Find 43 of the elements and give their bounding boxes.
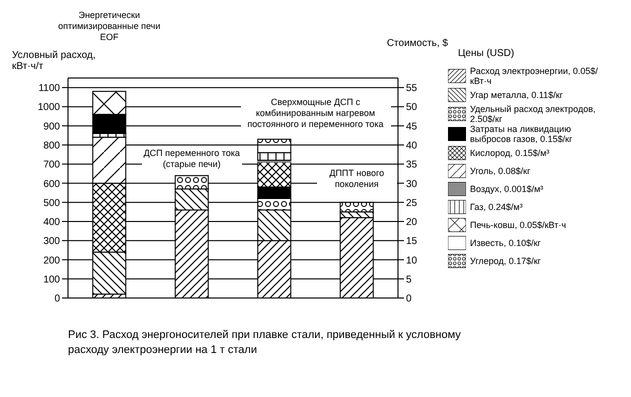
y-tick-label: 600 <box>43 178 60 190</box>
y-tick-label: 900 <box>43 121 60 132</box>
y-tick-label: 700 <box>43 160 60 171</box>
y2-tick-label: 30 <box>406 178 418 190</box>
legend-label: Кислород, 0.15$/м³ <box>470 148 550 158</box>
y-tick-label: 800 <box>43 140 60 152</box>
y2-tick-label: 45 <box>406 121 418 132</box>
y2-tick-label: 25 <box>406 198 418 209</box>
y-tick-label: 400 <box>43 217 60 228</box>
legend-label: Уголь, 0.08$/кг <box>470 166 532 176</box>
legend-label: Удельный расход электродов, 2.50$/кг <box>470 104 597 124</box>
legend-label: Затраты на ликвидацию выбросов газов, 0.15$/кг <box>470 124 574 144</box>
y2-tick-label: 15 <box>406 236 418 248</box>
y-axis-title: Условный расход, кВт·ч/т <box>12 50 97 72</box>
text: Рис 3. Расход энергоносителей при плавке стали, приведенный к условному расходу электроэнергии на 1 т стали <box>68 328 462 358</box>
y-tick-label: 100 <box>43 274 60 286</box>
text: Энергетически оптимизированные печи EOF <box>54 10 164 43</box>
y2-axis-title: Стоимость, $ <box>386 38 448 49</box>
annotation: Сверхмощные ДСП с комбинированным нагревом постоянного и переменного тока <box>240 97 390 130</box>
y-tick-label: 0 <box>54 294 60 305</box>
y-tick-label: 200 <box>43 255 60 266</box>
legend-label: Печь-ковш, 0.05$/кВт·ч <box>470 220 568 230</box>
y2-tick-label: 40 <box>406 140 418 152</box>
y-tick-label: 300 <box>43 236 60 248</box>
y2-tick-label: 10 <box>406 255 418 266</box>
annotation: ДППТ нового поколения <box>316 168 397 190</box>
y2-tick-label: 20 <box>406 217 418 228</box>
y2-tick-label: 0 <box>406 294 412 305</box>
y-tick-label: 500 <box>43 198 60 209</box>
legend-label: Воздух, 0.001$/м³ <box>470 184 544 194</box>
legend-label: Угар металла, 0.11$/кг <box>470 90 564 100</box>
annotation: ДСП переменного тока (старые печи) <box>142 148 242 170</box>
y2-tick-label: 35 <box>406 160 418 171</box>
legend-label: Расход электроэнергии, 0.05$/кВт·ч <box>470 66 599 86</box>
y2-tick-label: 50 <box>406 102 418 114</box>
y2-tick-label: 5 <box>406 274 412 286</box>
y2-tick-label: 55 <box>406 83 418 94</box>
legend-label: Известь, 0.10$/кг <box>470 238 542 248</box>
text: Цены (USD) <box>458 48 514 59</box>
y-tick-label: 1100 <box>38 83 60 94</box>
y-tick-label: 1000 <box>38 102 60 114</box>
legend-label: Газ, 0.24$/м³ <box>470 202 524 212</box>
legend-label: Углерод, 0.17$/кг <box>470 256 542 266</box>
